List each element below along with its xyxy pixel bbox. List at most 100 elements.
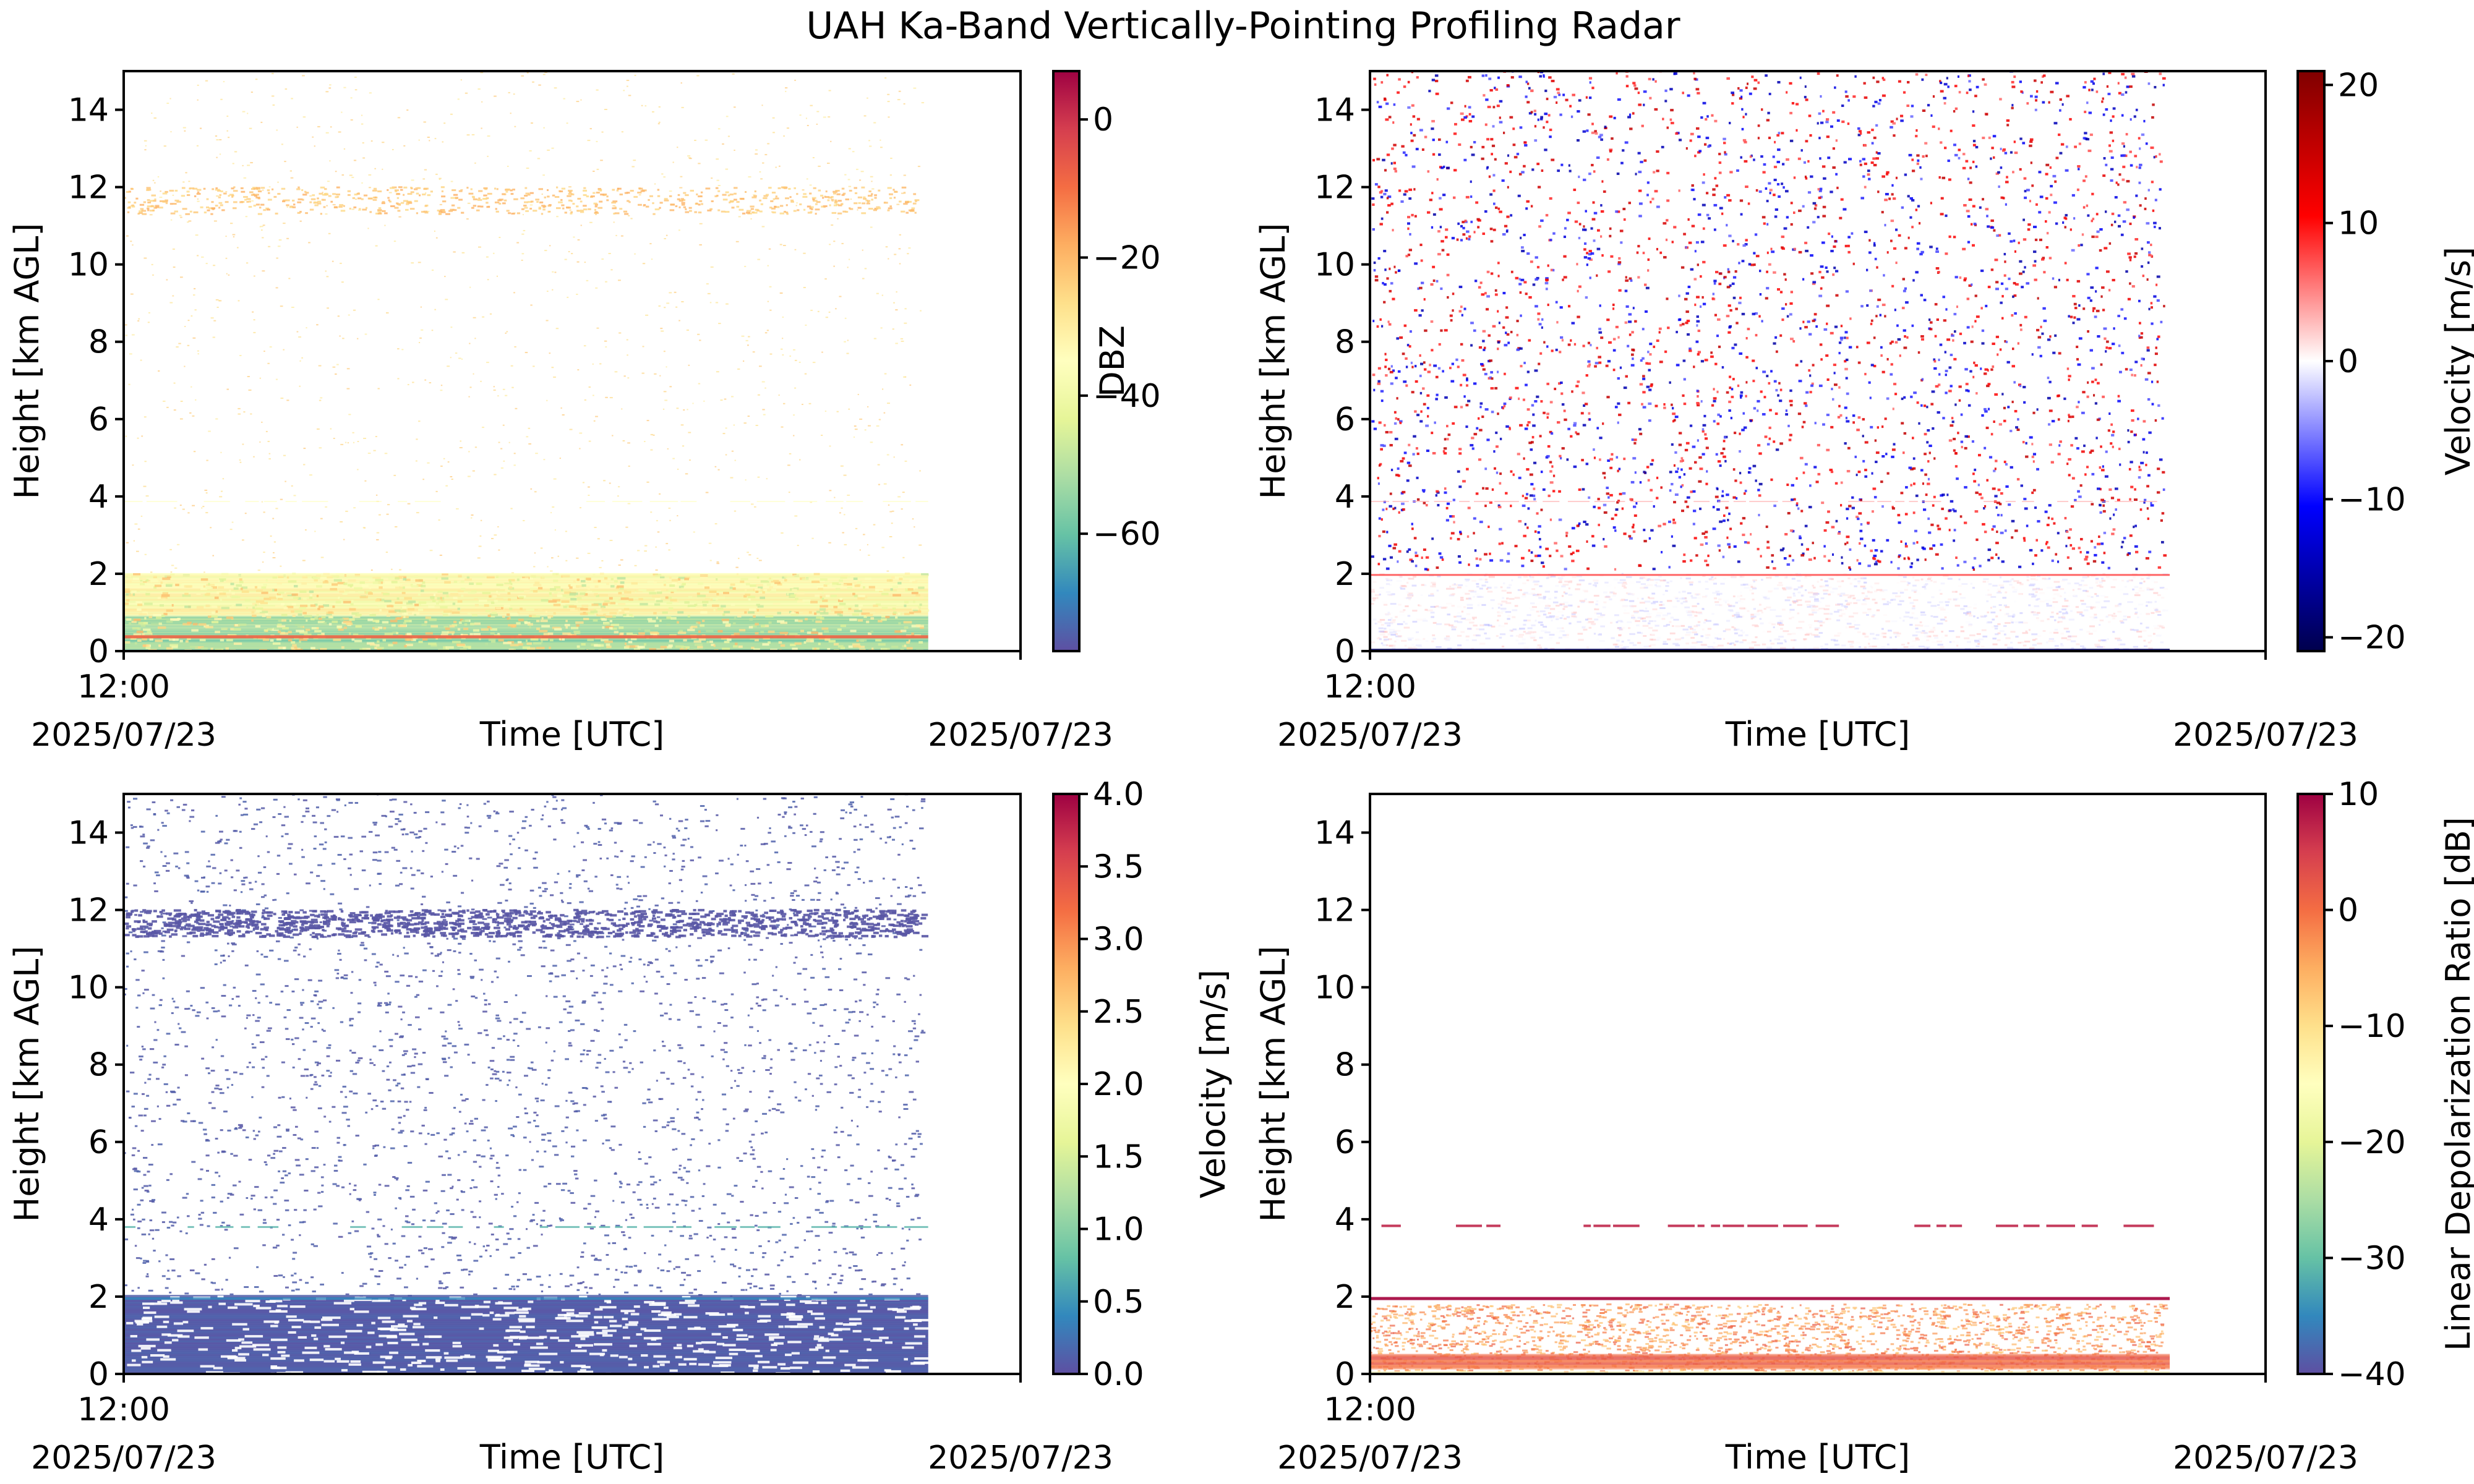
colorbar-tick-label: 10 [2338, 776, 2379, 813]
colorbar-label: DBZ [1093, 325, 1132, 397]
y-tick-label: 10 [68, 247, 109, 284]
y-tick-label: 0 [88, 1356, 109, 1393]
y-tick-label: 14 [1314, 815, 1355, 852]
colorbar-tick-label: 0 [2338, 892, 2358, 929]
heatmap-4 [1370, 1224, 2170, 1374]
colorbar-tick-label: 2.5 [1093, 994, 1144, 1031]
y-tick-label: 6 [1335, 1124, 1355, 1161]
y-tick-label: 0 [88, 633, 109, 670]
x-axis-label: Time [UTC] [1725, 1438, 1911, 1477]
y-tick-label: 2 [88, 556, 109, 593]
heatmap-3 [124, 794, 933, 1374]
y-tick-label: 12 [68, 892, 109, 929]
x-tick-date: 2025/07/23 [2173, 1439, 2358, 1477]
y-tick-label: 12 [68, 169, 109, 207]
x-axis-label: Time [UTC] [479, 715, 665, 754]
x-tick-time: 12:00 [1324, 1391, 1416, 1428]
colorbar [2298, 71, 2324, 651]
y-tick-label: 4 [88, 479, 109, 516]
y-axis-label: Height [km AGL] [7, 223, 46, 500]
x-axis-label: Time [UTC] [1725, 715, 1911, 754]
colorbar-tick-label: 4.0 [1093, 776, 1144, 813]
colorbar-tick-label: 0 [1093, 101, 1113, 139]
colorbar [2298, 794, 2324, 1374]
colorbar [1053, 71, 1079, 651]
x-tick-date: 2025/07/23 [928, 1439, 1113, 1477]
colorbar-frame [1052, 70, 1081, 652]
colorbar-label: Velocity [m/s] [2439, 247, 2474, 475]
colorbar-tick-label: −20 [2338, 620, 2406, 657]
heatmap-2 [1370, 71, 2170, 651]
y-tick-label: 8 [1335, 324, 1355, 361]
colorbar-tick-label: −40 [1093, 378, 1161, 415]
x-tick-date: 2025/07/23 [1277, 1439, 1463, 1477]
x-tick-date: 2025/07/23 [928, 717, 1113, 754]
y-tick-label: 6 [1335, 401, 1355, 438]
figure-title: UAH Ka-Band Vertically-Pointing Profilin… [806, 4, 1680, 48]
colorbar-label: Linear Depolarization Ratio [dB] [2439, 817, 2474, 1351]
heatmap-1 [124, 71, 930, 651]
y-tick-label: 6 [88, 401, 109, 438]
colorbar-tick-label: 20 [2338, 67, 2379, 104]
colorbar-tick-label: 1.5 [1093, 1138, 1144, 1175]
axes-frame [122, 70, 1022, 652]
y-tick-label: 14 [1314, 92, 1355, 129]
y-tick-label: 2 [88, 1279, 109, 1316]
panel-2: 0 2 4 6 8 10 12 14 Height [km AGL] 12:00 2025/07/2… [1254, 67, 2474, 754]
axes-frame [122, 793, 1022, 1375]
colorbar-tick-label: −20 [1093, 240, 1161, 277]
x-tick-date: 2025/07/23 [1277, 717, 1463, 754]
y-tick-label: 8 [88, 324, 109, 361]
y-tick-label: 10 [1314, 970, 1355, 1007]
axes-frame [1369, 793, 2267, 1375]
axes-frame [1369, 70, 2267, 652]
y-tick-label: 10 [1314, 247, 1355, 284]
x-tick-time: 12:00 [1324, 668, 1416, 706]
y-axis-label: Height [km AGL] [1254, 946, 1293, 1222]
colorbar-tick-label: −30 [2338, 1240, 2406, 1277]
y-tick-label: 4 [88, 1201, 109, 1239]
colorbar-tick-label: −10 [2338, 1008, 2406, 1045]
y-tick-label: 10 [68, 970, 109, 1007]
y-tick-label: 6 [88, 1124, 109, 1161]
y-tick-label: 14 [68, 815, 109, 852]
x-tick-date: 2025/07/23 [31, 717, 216, 754]
y-tick-label: 2 [1335, 1279, 1355, 1316]
y-tick-label: 4 [1335, 1201, 1355, 1239]
x-tick-date: 2025/07/23 [31, 1439, 216, 1477]
panel-3: 0 2 4 6 8 10 12 14 Height [km AGL] 12:00 2025/07/2… [7, 776, 1233, 1477]
colorbar-tick-label: 3.5 [1093, 848, 1144, 885]
x-axis-label: Time [UTC] [479, 1438, 665, 1477]
colorbar-tick-label: 0 [2338, 343, 2358, 380]
y-tick-label: 2 [1335, 556, 1355, 593]
y-axis-label: Height [km AGL] [1254, 223, 1293, 500]
y-tick-label: 4 [1335, 479, 1355, 516]
colorbar-tick-label: 10 [2338, 205, 2379, 242]
colorbar [1053, 794, 1079, 1374]
colorbar-tick-label: −20 [2338, 1124, 2406, 1161]
x-tick-date: 2025/07/23 [2173, 717, 2358, 754]
x-tick-time: 12:00 [77, 668, 170, 706]
panel-1: 0 2 4 6 8 10 12 14 Height [km AGL] 12:00 2025/07/2… [7, 70, 1161, 754]
y-tick-label: 12 [1314, 892, 1355, 929]
y-tick-label: 8 [88, 1047, 109, 1084]
colorbar-tick-label: 0.0 [1093, 1356, 1144, 1393]
colorbar-tick-label: 1.0 [1093, 1211, 1144, 1248]
panel-4: 0 2 4 6 8 10 12 14 Height [km AGL] 12:00 2025/07/2… [1254, 776, 2474, 1477]
y-axis-label: Height [km AGL] [7, 946, 46, 1222]
x-tick-time: 12:00 [77, 1391, 170, 1428]
colorbar-tick-label: 0.5 [1093, 1284, 1144, 1321]
colorbar-tick-label: 3.0 [1093, 921, 1144, 958]
y-tick-label: 8 [1335, 1047, 1355, 1084]
colorbar-tick-label: 2.0 [1093, 1066, 1144, 1103]
colorbar-tick-label: −60 [1093, 516, 1161, 553]
colorbar-tick-label: −10 [2338, 481, 2406, 518]
y-tick-label: 12 [1314, 169, 1355, 207]
colorbar-label: Velocity [m/s] [1194, 970, 1233, 1198]
y-tick-label: 0 [1335, 633, 1355, 670]
y-tick-label: 14 [68, 92, 109, 129]
colorbar-tick-label: −40 [2338, 1356, 2406, 1393]
colorbar-frame [2296, 793, 2326, 1375]
y-tick-label: 0 [1335, 1356, 1355, 1393]
